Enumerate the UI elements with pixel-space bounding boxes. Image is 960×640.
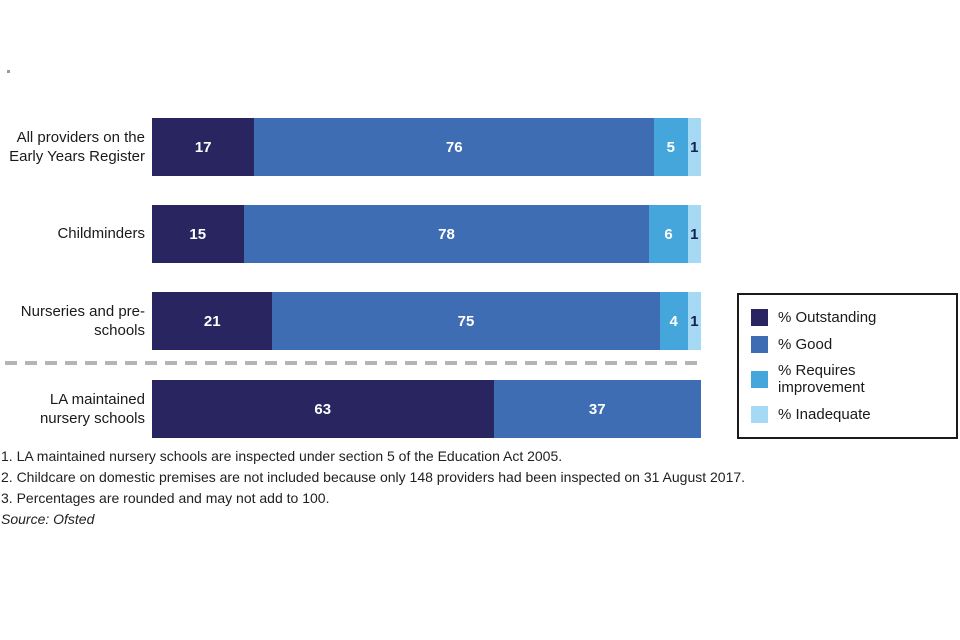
bar-segment: 76: [254, 118, 655, 176]
legend-item-outstanding: % Outstanding: [751, 309, 944, 326]
bar-segment: 21: [152, 292, 273, 350]
bar-value-label: 75: [457, 312, 475, 330]
bar-value-label: 63: [314, 400, 332, 418]
bar-segment: 63: [152, 380, 494, 438]
bar-value-label: 5: [666, 138, 675, 156]
bar-row: All providers on the Early Years Registe…: [0, 118, 701, 176]
legend-swatch-outstanding: [751, 309, 768, 326]
bar-segment: 37: [493, 380, 701, 438]
legend-item-good: % Good: [751, 335, 944, 353]
bar-value-label: 4: [669, 312, 678, 330]
dashed-separator-line: [5, 361, 701, 365]
bar-segment: 1: [687, 292, 701, 350]
legend-label-good: % Good: [778, 335, 833, 353]
bar-segment: 75: [272, 292, 660, 350]
bar-value-label: 1: [690, 312, 699, 330]
bar-row: Childminders 15 78 6 1: [0, 205, 701, 263]
bar-value-label: 76: [445, 138, 463, 156]
legend-item-requires-improvement: % Requires improvement: [751, 362, 944, 396]
category-label: All providers on the Early Years Registe…: [9, 128, 145, 166]
legend-label-requires-improvement: % Requires improvement: [778, 362, 865, 397]
stacked-bar: 21 75 4 1: [152, 292, 701, 350]
source-note: Source: Ofsted: [1, 511, 95, 527]
stacked-bar: 15 78 6 1: [152, 205, 701, 263]
category-label: LA maintained nursery schools: [39, 390, 145, 428]
footnote-2: 2. Childcare on domestic premises are no…: [1, 469, 746, 485]
stacked-bar: 17 76 5 1: [152, 118, 701, 176]
bar-value-label: 6: [664, 225, 673, 243]
legend-swatch-requires-improvement: [751, 370, 768, 388]
legend-label-inadequate: % Inadequate: [778, 405, 871, 423]
bar-segment: 15: [152, 205, 244, 263]
bar-segment: 1: [687, 205, 701, 263]
bar-segment: 1: [687, 118, 701, 176]
stray-mark: [7, 70, 10, 73]
legend-swatch-inadequate: [751, 405, 768, 423]
footnote-3: 3. Percentages are rounded and may not a…: [1, 490, 330, 506]
legend-swatch-good: [751, 335, 768, 353]
footnote-1: 1. LA maintained nursery schools are ins…: [1, 448, 563, 464]
bar-value-label: 78: [438, 225, 455, 243]
bar-row: Nurseries and pre-schools 21 75 4 1: [0, 292, 701, 350]
bar-value-label: 1: [690, 138, 699, 156]
bar-value-label: 1: [690, 225, 699, 243]
bar-value-label: 21: [203, 312, 221, 330]
bar-row: LA maintained nursery schools 63 37: [0, 380, 701, 438]
bar-segment: 6: [649, 205, 688, 263]
category-label: Nurseries and pre-schools: [20, 302, 145, 340]
legend-label-outstanding: % Outstanding: [778, 309, 877, 326]
stacked-bar: 63 37: [152, 380, 701, 438]
bar-segment: 78: [243, 205, 650, 263]
bar-value-label: 15: [189, 225, 207, 243]
bar-segment: 4: [659, 292, 688, 350]
category-label: Childminders: [57, 225, 145, 243]
bar-value-label: 37: [588, 400, 606, 418]
bar-segment: 5: [654, 118, 688, 176]
legend: % Outstanding % Good % Requires improvem…: [737, 293, 958, 439]
footnotes: 1. LA maintained nursery schools are ins…: [1, 446, 956, 530]
bar-value-label: 17: [194, 138, 212, 156]
bar-segment: 17: [152, 118, 255, 176]
legend-item-inadequate: % Inadequate: [751, 405, 944, 423]
